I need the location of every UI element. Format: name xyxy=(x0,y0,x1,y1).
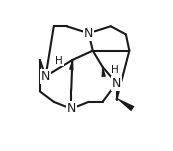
Polygon shape xyxy=(69,61,74,70)
Text: N: N xyxy=(41,70,50,83)
Text: H: H xyxy=(55,56,63,66)
Text: H: H xyxy=(111,65,119,75)
Text: N: N xyxy=(84,27,93,40)
Text: N: N xyxy=(67,102,76,115)
Polygon shape xyxy=(117,99,134,111)
Polygon shape xyxy=(102,67,106,77)
Text: N: N xyxy=(112,77,121,90)
